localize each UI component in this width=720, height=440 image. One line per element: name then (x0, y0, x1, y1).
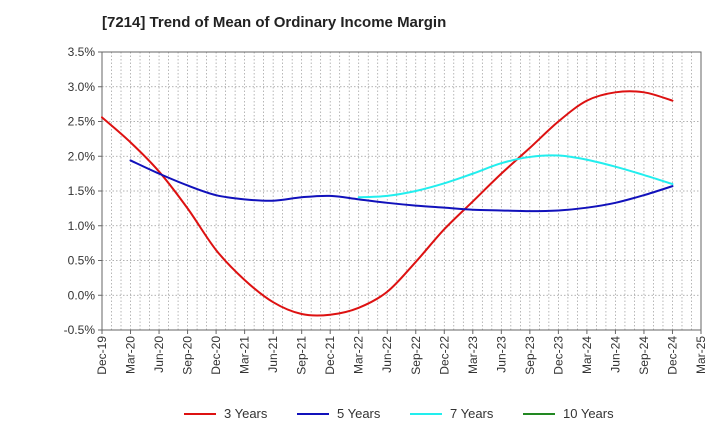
y-tick-label: 2.5% (68, 115, 96, 129)
x-tick-label: Dec-24 (665, 336, 679, 375)
series-line-5-years (129, 159, 674, 213)
legend-label-3-years: 3 Years (224, 406, 268, 421)
y-tick-label: 0.0% (68, 288, 96, 302)
x-tick-label: Dec-23 (551, 336, 565, 375)
legend-label-7-years: 7 Years (450, 406, 494, 421)
legend: 3 Years 5 Years 7 Years 10 Years (184, 406, 614, 421)
x-tick-label: Mar-21 (238, 336, 252, 374)
x-tick-label: Jun-22 (380, 336, 394, 373)
x-tick-label: Dec-20 (209, 336, 223, 375)
x-tick-label: Dec-19 (95, 336, 109, 375)
y-tick-label: 1.5% (68, 184, 96, 198)
y-tick-label: 1.0% (68, 219, 96, 233)
x-tick-label: Sep-22 (409, 336, 423, 375)
x-tick-label: Mar-24 (580, 336, 594, 374)
series-line-7-years (357, 154, 674, 199)
y-tick-label: 0.5% (68, 254, 96, 268)
legend-label-5-years: 5 Years (337, 406, 381, 421)
x-tick-label: Sep-23 (523, 336, 537, 375)
x-tick-label: Mar-20 (124, 336, 138, 374)
x-tick-label: Mar-25 (694, 336, 708, 374)
x-tick-label: Jun-21 (266, 336, 280, 373)
chart-title: [7214] Trend of Mean of Ordinary Income … (102, 14, 447, 31)
x-tick-label: Dec-22 (437, 336, 451, 375)
x-tick-label: Sep-24 (637, 336, 651, 375)
y-tick-label: 3.5% (68, 45, 96, 59)
x-tick-label: Sep-21 (295, 336, 309, 375)
x-tick-label: Sep-20 (181, 336, 195, 375)
series-line-3-years (101, 90, 674, 317)
x-tick-label: Mar-22 (352, 336, 366, 374)
x-tick-label: Jun-24 (608, 336, 622, 373)
grid-lines (102, 52, 701, 330)
y-tick-label: 2.0% (68, 149, 96, 163)
x-tick-label: Jun-20 (152, 336, 166, 373)
x-tick-label: Mar-23 (466, 336, 480, 374)
x-tick-label: Jun-23 (494, 336, 508, 373)
legend-label-10-years: 10 Years (563, 406, 614, 421)
y-tick-label: 3.0% (68, 80, 96, 94)
series-lines (101, 90, 674, 317)
y-tick-label: -0.5% (64, 323, 96, 337)
x-tick-label: Dec-21 (323, 336, 337, 375)
axes: 3.5%3.0%2.5%2.0%1.5%1.0%0.5%0.0%-0.5%Dec… (64, 45, 708, 375)
